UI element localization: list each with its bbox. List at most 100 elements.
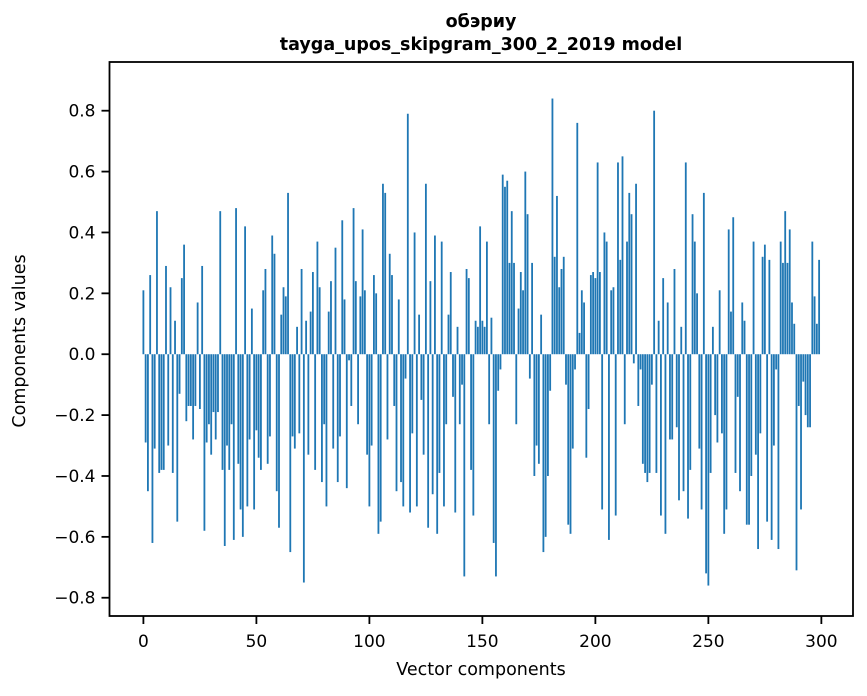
bar-component-261 (732, 217, 735, 355)
y-tick-label: −0.2 (54, 406, 95, 426)
bar-component-55 (266, 354, 269, 464)
bar-component-158 (499, 354, 502, 370)
y-tick-label: 0.2 (68, 284, 95, 304)
bar-component-258 (725, 354, 728, 510)
bar-component-183 (556, 195, 558, 355)
tick-labels-layer: 0 50 100 150 200 250 300 −0.8 −0.6 −0.4 −0.2 0.0 0.2… (54, 102, 837, 652)
bar-component-189 (569, 354, 572, 534)
bar-component-191 (574, 354, 576, 370)
bar-component-86 (336, 354, 339, 483)
bar-component-239 (682, 354, 685, 492)
bar-component-145 (470, 354, 472, 470)
bar-component-93 (352, 208, 355, 355)
bar-component-152 (486, 241, 488, 355)
bar-component-59 (275, 354, 278, 492)
axes-spines (108, 61, 854, 617)
bar-component-138 (454, 354, 457, 513)
bar-component-210 (617, 162, 619, 355)
bar-component-172 (531, 262, 533, 355)
bar-component-71 (302, 354, 305, 583)
bar-component-254 (716, 354, 719, 443)
bar-component-125 (424, 183, 427, 355)
bar-component-285 (786, 262, 789, 355)
bar-component-279 (773, 354, 775, 446)
x-tick-label: 0 (138, 632, 149, 652)
bar-component-119 (411, 354, 414, 434)
bar-component-274 (761, 256, 764, 355)
bar-component-268 (748, 354, 750, 525)
bar-component-54 (264, 268, 267, 355)
bar-component-161 (506, 180, 509, 355)
bar-component-265 (741, 302, 744, 355)
bar-component-230 (662, 278, 665, 355)
bar-component-148 (476, 326, 479, 355)
bar-component-221 (641, 354, 644, 464)
bar-component-167 (519, 272, 522, 355)
bar-component-277 (768, 259, 771, 355)
bar-component-104 (377, 354, 380, 534)
bar-component-198 (589, 275, 592, 355)
bar-component-233 (669, 354, 671, 440)
bar-component-199 (592, 272, 595, 355)
y-tick-label: 0.8 (68, 102, 95, 122)
bar-component-48 (250, 308, 253, 355)
bar-component-136 (449, 272, 452, 355)
bar-component-278 (770, 354, 773, 540)
bar-component-79 (321, 354, 323, 483)
bar-component-204 (603, 232, 606, 355)
bar-component-151 (483, 326, 486, 355)
bar-component-257 (723, 354, 726, 534)
bar-component-275 (763, 244, 766, 355)
bar-component-250 (707, 354, 710, 586)
bar-component-186 (562, 256, 565, 355)
y-tick-label: 0.0 (68, 345, 95, 365)
bar-component-5 (153, 354, 156, 449)
bar-component-283 (782, 262, 784, 355)
bar-component-231 (664, 354, 667, 534)
bar-component-203 (601, 354, 604, 510)
bar-component-126 (427, 354, 430, 528)
bar-component-25 (198, 354, 201, 410)
bar-component-133 (443, 354, 445, 507)
bar-component-236 (675, 354, 678, 428)
bar-component-215 (628, 192, 631, 355)
bar-component-262 (734, 354, 737, 473)
bar-component-207 (610, 290, 613, 355)
bar-component-134 (445, 354, 448, 425)
bar-component-235 (673, 268, 676, 355)
bar-component-137 (452, 354, 454, 397)
bar-component-139 (456, 326, 459, 355)
bar-component-256 (721, 354, 723, 434)
bar-component-251 (709, 354, 712, 473)
bar-component-173 (533, 354, 536, 476)
bar-component-206 (608, 354, 610, 540)
bar-component-220 (639, 354, 642, 370)
bar-component-69 (298, 354, 301, 434)
bar-component-6 (156, 211, 158, 355)
bar-component-205 (605, 241, 608, 355)
bar-component-296 (811, 241, 814, 355)
bar-component-223 (646, 354, 649, 483)
bar-component-84 (332, 354, 335, 449)
bar-component-246 (698, 354, 701, 449)
bar-component-130 (436, 354, 439, 534)
bar-component-22 (192, 354, 195, 440)
bar-component-185 (560, 268, 563, 355)
bar-component-42 (237, 354, 240, 464)
bar-component-97 (361, 229, 364, 355)
bar-component-295 (809, 354, 811, 428)
bar-component-87 (339, 354, 341, 437)
bar-component-140 (458, 354, 461, 425)
bar-component-227 (655, 354, 658, 473)
bar-component-163 (510, 211, 513, 355)
bar-component-0 (142, 290, 145, 355)
bar-component-269 (750, 354, 753, 476)
y-tick-label: 0.4 (68, 223, 95, 243)
bar-component-214 (626, 241, 628, 355)
bar-component-225 (650, 354, 653, 385)
bar-component-72 (305, 320, 308, 355)
bar-component-170 (526, 214, 529, 355)
bar-component-114 (400, 354, 402, 483)
bar-component-68 (296, 326, 298, 355)
bar-component-129 (434, 235, 436, 355)
